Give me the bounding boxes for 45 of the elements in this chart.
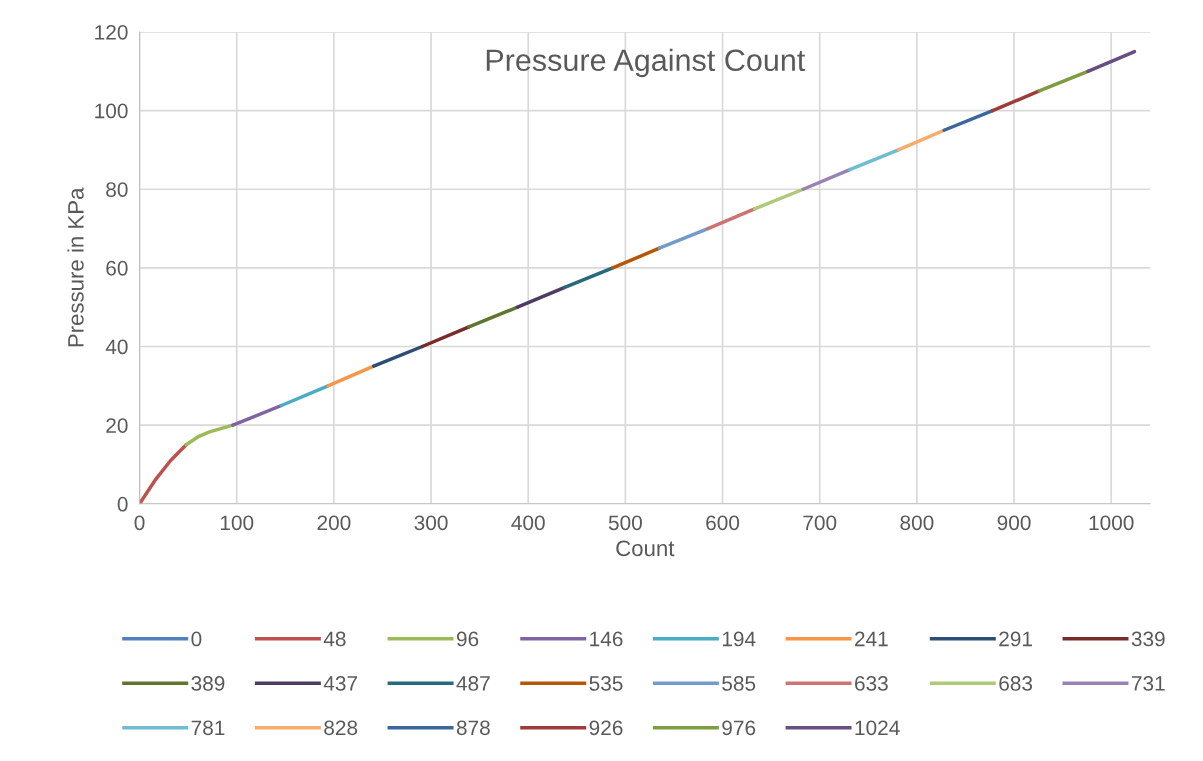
legend-label: 633	[855, 676, 888, 691]
legend-label: 926	[589, 720, 623, 736]
legend-label: 241	[855, 631, 888, 647]
x-tick-label: 800	[900, 515, 934, 531]
legend-label: 146	[590, 631, 623, 647]
y-tick-label: 60	[106, 260, 128, 276]
legend-label: 487	[456, 676, 490, 691]
y-tick-label: 20	[106, 418, 128, 433]
legend-label: 48	[323, 631, 346, 647]
x-tick-label: 100	[220, 515, 254, 531]
x-tick-label: 700	[803, 515, 837, 531]
legend-label: 878	[456, 720, 490, 736]
legend-label: 828	[324, 720, 358, 736]
y-axis-title: Pressure in KPa	[67, 187, 84, 347]
legend-label: 0	[191, 631, 202, 647]
legend-label: 683	[999, 676, 1033, 691]
legend-label: 976	[722, 720, 756, 736]
y-tick-label: 0	[117, 496, 128, 512]
x-tick-label: 400	[511, 515, 545, 531]
x-tick-label: 600	[706, 515, 740, 531]
y-tick-label: 100	[95, 103, 128, 119]
x-tick-label: 0	[134, 515, 145, 531]
line-series	[139, 443, 188, 504]
y-tick-label: 80	[106, 182, 128, 197]
legend-label: 437	[323, 676, 357, 691]
legend-label: 731	[1131, 676, 1165, 691]
x-tick-label: 300	[414, 515, 448, 531]
legend-label: 96	[456, 631, 479, 647]
x-tick-label: 200	[317, 515, 351, 531]
legend-label: 585	[722, 676, 756, 691]
legend-label: 781	[191, 720, 225, 736]
legend-label: 339	[1131, 631, 1165, 647]
y-tick-label: 40	[105, 339, 128, 355]
y-tick-label: 120	[95, 24, 128, 40]
legend-label: 194	[722, 631, 756, 647]
x-tick-label: 900	[997, 515, 1031, 531]
legend-label: 389	[191, 676, 225, 691]
text: Pressure Against Count	[486, 48, 806, 78]
x-axis-title: Count	[616, 540, 675, 557]
legend-label: 535	[589, 676, 623, 691]
legend-label: 291	[999, 631, 1032, 647]
legend-label: 1024	[855, 720, 900, 736]
line-series	[184, 423, 235, 447]
x-tick-label: 1000	[1089, 515, 1134, 531]
x-tick-label: 500	[608, 515, 642, 531]
